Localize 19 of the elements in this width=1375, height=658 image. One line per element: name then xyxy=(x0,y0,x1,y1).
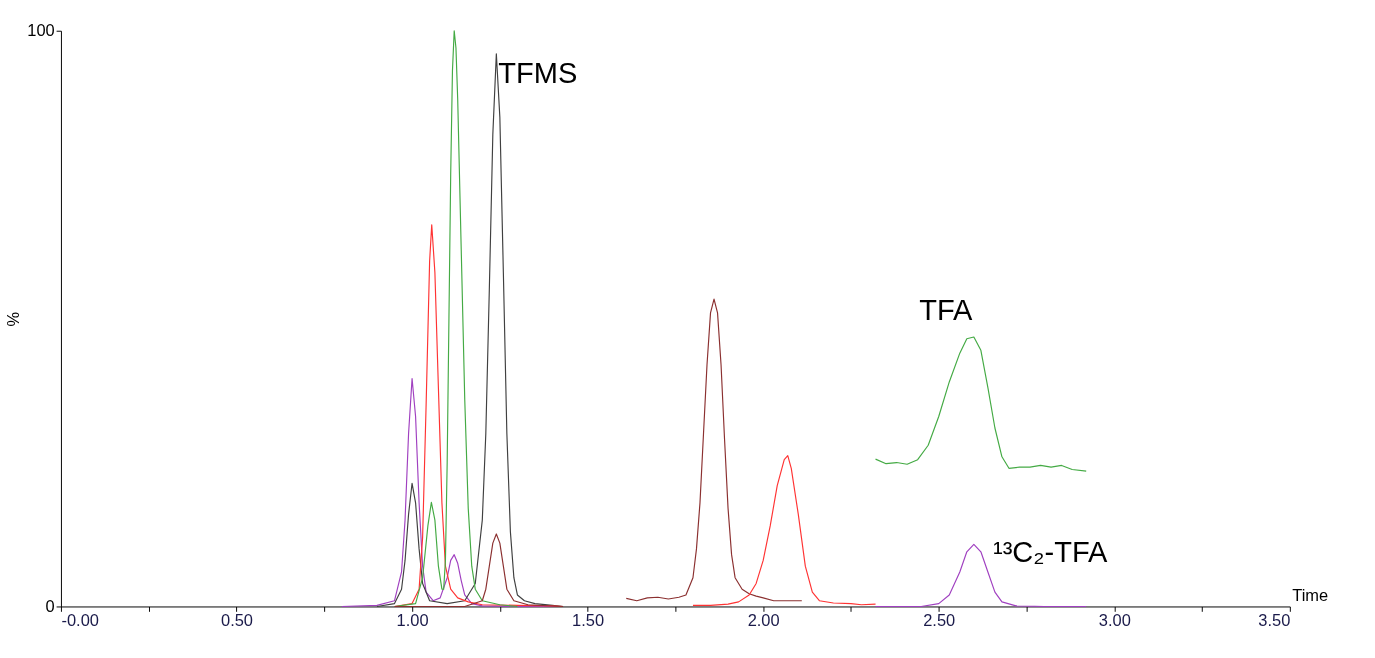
y-tick-label: 0 xyxy=(45,596,55,615)
x-tick-label: 0.50 xyxy=(221,611,253,630)
line-series xyxy=(393,533,564,608)
x-axis-title: Time xyxy=(1292,586,1329,605)
x-tick-label: 2.00 xyxy=(747,611,780,630)
x-tick-label: 1.50 xyxy=(572,611,605,630)
annotation: ¹³C₂-TFA xyxy=(993,536,1109,569)
y-axis-title: % xyxy=(4,311,23,327)
annotation: TFA xyxy=(919,293,974,326)
annotation: TFMS xyxy=(498,56,578,89)
x-tick-label: 2.50 xyxy=(923,611,956,630)
line-series xyxy=(625,298,803,602)
x-tick-label: 3.00 xyxy=(1098,611,1131,630)
x-tick-label: -0.00 xyxy=(61,611,99,630)
x-tick-label: 3.50 xyxy=(1258,611,1291,630)
y-tick-label: 100 xyxy=(27,21,55,40)
line-series xyxy=(874,336,1087,472)
line-series xyxy=(692,455,877,606)
x-tick-label: 1.00 xyxy=(396,611,429,630)
